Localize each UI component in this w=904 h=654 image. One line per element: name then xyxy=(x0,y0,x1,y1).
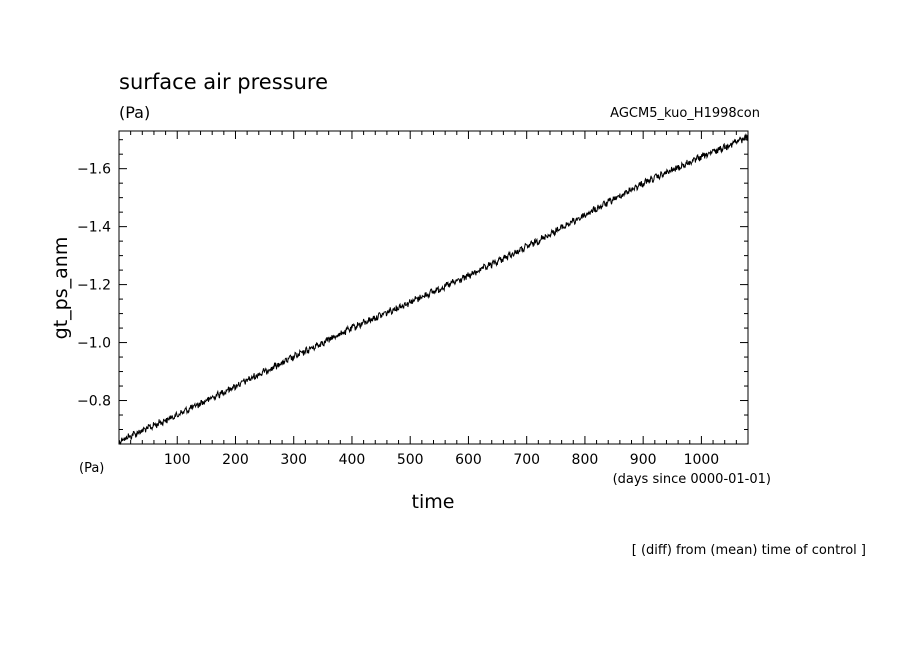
x-axis-label: time xyxy=(412,491,455,513)
y-tick-label: −1.4 xyxy=(77,220,111,236)
x-tick-label: 100 xyxy=(164,452,191,468)
x-tick-label: 200 xyxy=(222,452,249,468)
x-tick-labels: 100 200 300 400 500 600 700 800 900 1000 xyxy=(164,452,719,468)
x-tick-label: 1000 xyxy=(684,452,720,468)
chart-title: surface air pressure xyxy=(119,70,328,94)
y-tick-label: −1.0 xyxy=(77,336,111,352)
y-tick-label: −1.2 xyxy=(77,278,111,294)
x-tick-label: 700 xyxy=(513,452,540,468)
axis-ticks xyxy=(119,131,748,444)
x-tick-label: 600 xyxy=(455,452,482,468)
x-units-left: (Pa) xyxy=(79,461,104,476)
y-tick-label: −1.6 xyxy=(77,162,111,178)
x-tick-label: 500 xyxy=(397,452,424,468)
y-tick-labels: −0.8 −1.0 −1.2 −1.4 −1.6 xyxy=(77,162,111,410)
footnote: [ (diff) from (mean) time of control ] xyxy=(632,543,866,558)
y-axis-label: gt_ps_anm xyxy=(50,237,72,340)
x-tick-label: 800 xyxy=(572,452,599,468)
x-tick-label: 300 xyxy=(280,452,307,468)
y-tick-label: −0.8 xyxy=(77,394,111,410)
chart-units: (Pa) xyxy=(119,103,150,122)
x-tick-label: 900 xyxy=(630,452,657,468)
experiment-label: AGCM5_kuo_H1998con xyxy=(610,106,760,121)
series-line xyxy=(118,133,749,445)
x-tick-label: 400 xyxy=(339,452,366,468)
x-units-right: (days since 0000-01-01) xyxy=(613,472,771,487)
